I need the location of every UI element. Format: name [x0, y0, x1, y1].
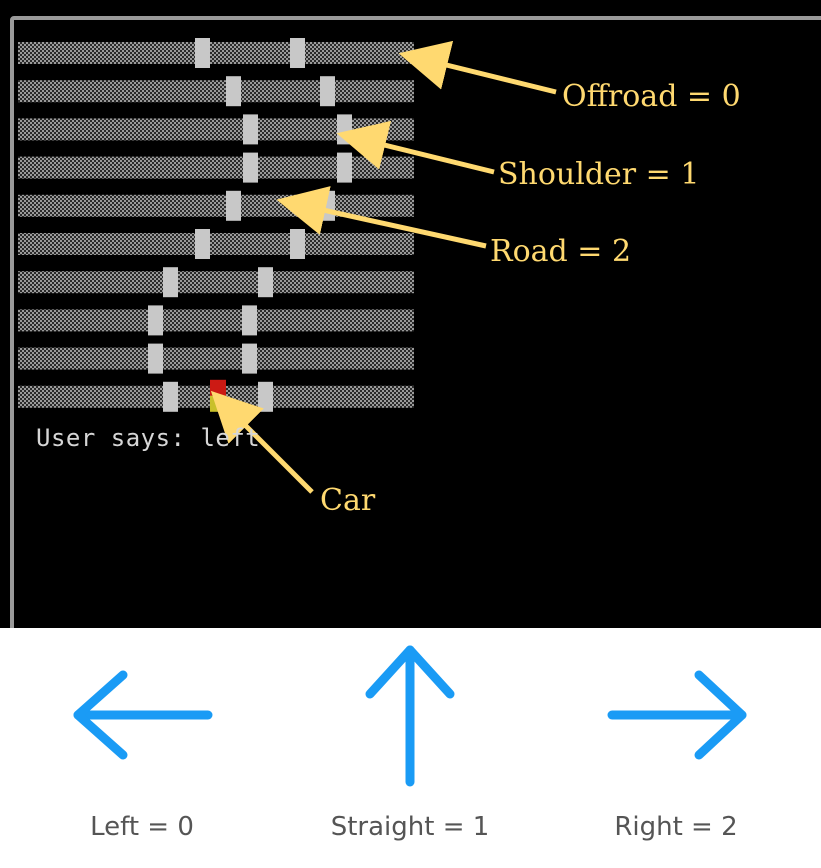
offroad-pointer — [398, 40, 557, 95]
status-text: User says: left — [36, 424, 261, 452]
road-pointer — [276, 186, 487, 249]
straight-label: Straight = 1 — [330, 812, 490, 842]
road-tile — [211, 45, 289, 61]
road-tile — [164, 350, 241, 367]
road-tile — [179, 274, 257, 291]
shoulder-tile — [148, 343, 163, 374]
offroad-annotation: Offroad = 0 — [562, 79, 741, 114]
car-annotation: Car — [320, 483, 376, 518]
shoulder-tile — [148, 305, 163, 336]
track-row — [18, 80, 414, 103]
car-pointer — [210, 390, 314, 494]
shoulder-tile — [195, 38, 210, 68]
arrow-up-icon — [365, 645, 455, 787]
shoulder-tile — [320, 190, 335, 221]
shoulder-tile — [337, 152, 352, 183]
terminal-frame — [10, 16, 821, 628]
game-screen: User says: left Offroad = 0 Shoulder = 1… — [0, 0, 821, 628]
straight-action[interactable] — [360, 642, 460, 792]
shoulder-tile — [243, 114, 258, 145]
road-tile — [164, 312, 241, 329]
track-row — [18, 194, 414, 217]
action-controls: Left = 0 Straight = 1 Right = 2 — [0, 628, 821, 868]
shoulder-tile — [243, 152, 258, 183]
shoulder-tile — [290, 229, 305, 259]
arrow-right-icon — [607, 670, 747, 760]
arrow-left-icon — [73, 670, 213, 760]
track-grid — [18, 38, 557, 494]
shoulder-tile — [258, 381, 273, 412]
track-row — [18, 156, 414, 179]
shoulder-annotation: Shoulder = 1 — [498, 157, 700, 192]
right-action[interactable] — [604, 668, 754, 768]
car-bottom — [210, 395, 226, 412]
shoulder-tile — [242, 305, 257, 336]
right-label: Right = 2 — [614, 812, 738, 842]
shoulder-tile — [195, 229, 210, 259]
road-tile — [259, 121, 336, 138]
car-top — [210, 379, 226, 396]
shoulder-tile — [320, 76, 335, 107]
shoulder-tile — [226, 76, 241, 107]
left-action[interactable] — [68, 668, 218, 768]
shoulder-tile — [337, 114, 352, 145]
shoulder-tile — [163, 381, 178, 412]
shoulder-tile — [290, 38, 305, 68]
road-tile — [259, 159, 336, 176]
shoulder-tile — [163, 267, 178, 298]
road-annotation: Road = 2 — [490, 234, 632, 269]
shoulder-tile — [226, 190, 241, 221]
left-label: Left = 0 — [90, 812, 194, 842]
track-row — [18, 118, 414, 141]
shoulder-tile — [258, 267, 273, 298]
shoulder-pointer — [336, 120, 495, 175]
road-tile — [242, 83, 319, 100]
shoulder-tile — [242, 343, 257, 374]
road-tile — [211, 236, 289, 252]
